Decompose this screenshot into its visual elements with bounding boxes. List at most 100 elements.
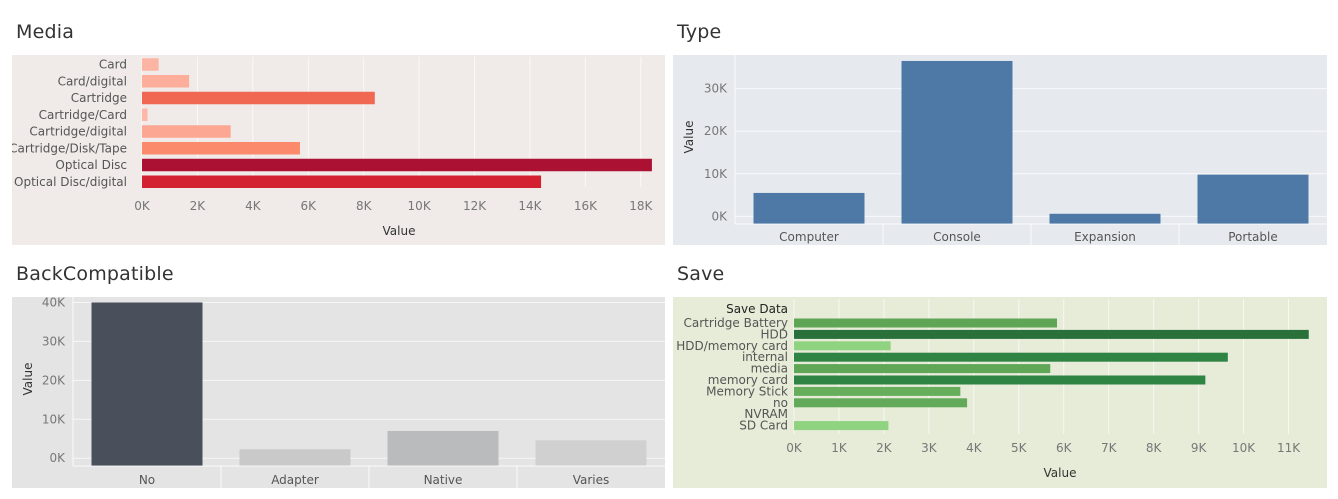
bar-portable	[1197, 174, 1309, 224]
x-tick-label: 2K	[190, 199, 207, 213]
bar-card	[142, 58, 159, 71]
category-header: Save Data	[726, 302, 788, 316]
category-label-computer: Computer	[779, 230, 839, 244]
chart-background	[12, 55, 665, 245]
y-tick-label: 30K	[42, 334, 66, 348]
y-tick-label: 30K	[704, 82, 728, 96]
backcompatible-panel-title: BackCompatible	[16, 263, 174, 285]
category-label-optical-disc-digital: Optical Disc/digital	[14, 175, 127, 189]
bar-cartridge-disk-tape	[142, 142, 300, 155]
x-tick-label: 1K	[831, 441, 848, 455]
bar-media	[794, 364, 1051, 374]
category-label-native: Native	[424, 473, 463, 487]
x-tick-label: 14K	[518, 199, 542, 213]
category-label-cartridge-card: Cartridge/Card	[39, 108, 127, 122]
category-label-nvram: NVRAM	[744, 407, 788, 421]
x-tick-label: 9K	[1191, 441, 1208, 455]
y-axis-title: Value	[21, 363, 35, 396]
x-tick-label: 8K	[1146, 441, 1163, 455]
bar-internal	[794, 352, 1228, 362]
category-label-memory-card: memory card	[708, 373, 788, 387]
bar-hdd	[794, 329, 1309, 339]
x-tick-label: 2K	[876, 441, 893, 455]
save-panel-title: Save	[677, 263, 725, 285]
x-tick-label: 18K	[629, 199, 653, 213]
category-label-cartridge-battery: Cartridge Battery	[684, 316, 788, 330]
category-label-card: Card	[99, 58, 127, 72]
x-tick-label: 8K	[356, 199, 373, 213]
backcompatible-bar-chart: 0K 10K 20K 30K 40K No Adapter Native Varies Value	[12, 297, 665, 488]
category-label-no: No	[139, 473, 155, 487]
category-label-adapter: Adapter	[271, 473, 319, 487]
category-label-cartridge-disk-tape: Cartridge/Disk/Tape	[12, 141, 127, 155]
category-label-cartridge-digital: Cartridge/digital	[29, 125, 127, 139]
x-tick-label: 10K	[1232, 441, 1256, 455]
category-label-console: Console	[933, 230, 981, 244]
x-axis-title: Value	[383, 224, 416, 238]
y-tick-label: 10K	[42, 412, 66, 426]
category-label-sd-card: SD Card	[739, 419, 788, 433]
category-label-hdd: HDD	[760, 327, 788, 341]
category-label-cartridge: Cartridge	[71, 91, 127, 105]
y-tick-label: 20K	[42, 373, 66, 387]
bar-no	[794, 398, 968, 408]
category-label-expansion: Expansion	[1074, 230, 1136, 244]
x-tick-label: 11K	[1277, 441, 1301, 455]
y-tick-label: 40K	[42, 297, 66, 309]
y-axis-title: Value	[682, 121, 696, 154]
category-label-memory-stick: Memory Stick	[706, 384, 788, 398]
bar-sd-card	[794, 421, 889, 431]
bar-expansion	[1049, 213, 1161, 224]
media-panel-title: Media	[16, 21, 75, 43]
bar-memory-stick	[794, 386, 961, 396]
category-label-varies: Varies	[573, 473, 610, 487]
x-tick-label: 3K	[921, 441, 938, 455]
x-axis-title: Value	[1044, 466, 1077, 480]
y-tick-label: 20K	[704, 124, 728, 138]
x-tick-label: 16K	[574, 199, 598, 213]
y-tick-label: 0K	[711, 209, 728, 223]
bar-hdd-memory-card	[794, 341, 891, 351]
chart-background	[673, 297, 1327, 488]
category-label-no: no	[773, 396, 788, 410]
bar-cartridge-battery	[794, 318, 1057, 328]
bar-card-digital	[142, 75, 190, 88]
x-tick-label: 10K	[408, 199, 432, 213]
bar-optical-disc	[142, 158, 652, 172]
y-tick-label: 0K	[49, 451, 66, 465]
bar-cartridge	[142, 91, 375, 105]
category-label-optical-disc: Optical Disc	[55, 158, 127, 172]
category-label-media: media	[751, 362, 788, 376]
x-tick-label: 0K	[786, 441, 803, 455]
x-tick-label: 5K	[1011, 441, 1028, 455]
type-bar-chart: 0K 10K 20K 30K Computer Console Expansion Porta…	[673, 55, 1327, 245]
bar-optical-disc-digital	[142, 175, 542, 188]
category-label-portable: Portable	[1228, 230, 1277, 244]
bar-cartridge-digital	[142, 125, 231, 138]
bar-no	[91, 302, 203, 466]
category-label-hdd-memory-card: HDD/memory card	[676, 339, 788, 353]
category-label-card-digital: Card/digital	[58, 74, 127, 88]
bar-native	[387, 430, 499, 466]
backcompatible-chart-panel: 0K 10K 20K 30K 40K No Adapter Native Varies Value	[12, 297, 665, 488]
media-bar-chart: Card Card/digital Cartridge Cartridge/Card C…	[12, 55, 665, 245]
bar-cartridge-card	[142, 108, 148, 121]
type-panel-title: Type	[677, 21, 722, 43]
bar-console	[901, 60, 1013, 224]
media-chart-panel: Card Card/digital Cartridge Cartridge/Card C…	[12, 55, 665, 245]
x-tick-label: 7K	[1101, 441, 1118, 455]
y-tick-label: 10K	[704, 167, 728, 181]
bar-memory-card	[794, 375, 1206, 385]
bar-varies	[535, 440, 647, 466]
x-tick-label: 4K	[966, 441, 983, 455]
bar-adapter	[239, 449, 351, 466]
x-tick-label: 6K	[301, 199, 318, 213]
category-label-internal: internal	[742, 350, 788, 364]
bar-computer	[753, 192, 865, 224]
x-tick-label: 12K	[463, 199, 487, 213]
type-chart-panel: 0K 10K 20K 30K Computer Console Expansion Porta…	[673, 55, 1327, 245]
save-chart-panel: Save Data Cartridge Battery HDD HDD/memory …	[673, 297, 1327, 488]
x-tick-label: 6K	[1056, 441, 1073, 455]
x-tick-label: 0K	[134, 199, 151, 213]
